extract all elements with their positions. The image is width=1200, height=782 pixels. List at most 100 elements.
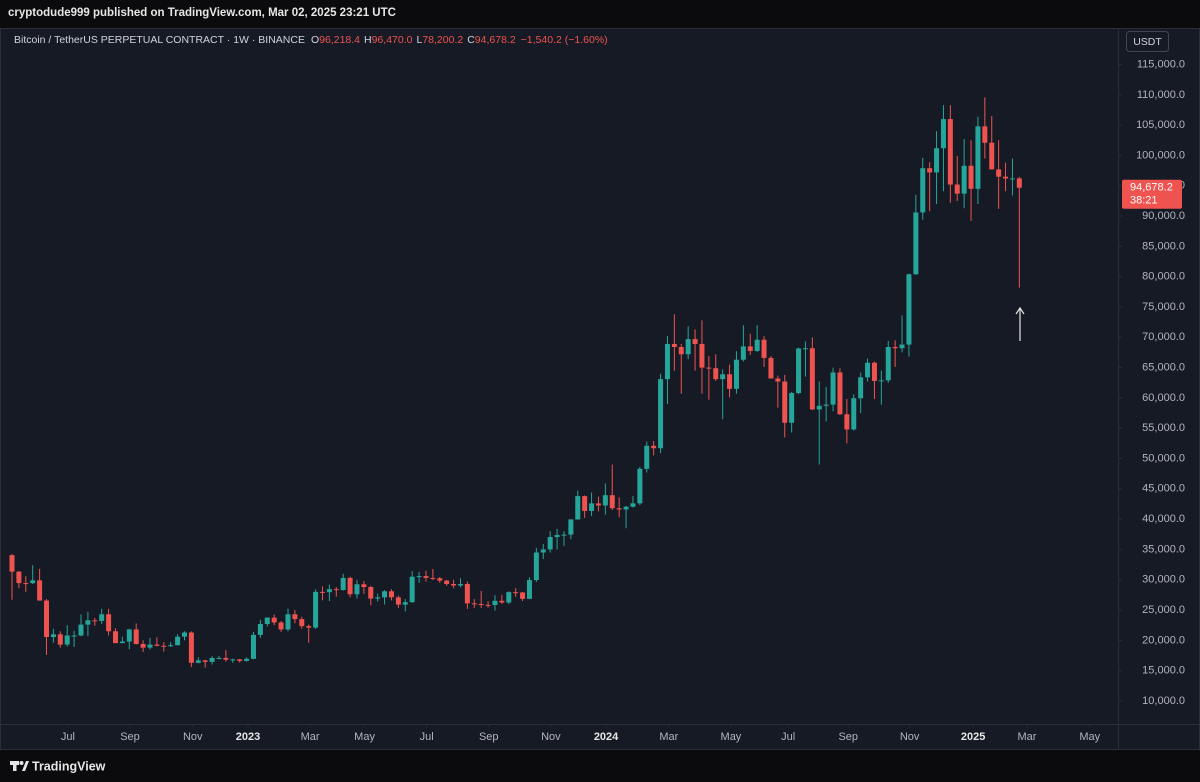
- currency-button[interactable]: [1126, 31, 1169, 52]
- candle-body: [713, 368, 719, 380]
- x-tick-label: Jul: [781, 731, 795, 743]
- candle-body: [740, 346, 746, 360]
- candle-body: [526, 580, 532, 599]
- candle-body: [954, 184, 960, 194]
- candle-body: [837, 372, 843, 415]
- candle-body: [885, 346, 891, 381]
- candle-body: [754, 339, 760, 351]
- candle-body: [340, 577, 346, 591]
- candle-body: [271, 617, 277, 623]
- logo-part: [19, 761, 24, 765]
- candle-body: [699, 343, 705, 368]
- candle-body: [119, 641, 125, 644]
- candle-body: [306, 626, 312, 628]
- y-tick-label: 75,000.0: [1142, 301, 1185, 313]
- candle-body: [589, 503, 595, 511]
- candle-body: [99, 614, 105, 621]
- candle-body: [575, 496, 581, 520]
- candle-body: [126, 629, 132, 642]
- candle-body: [506, 592, 512, 603]
- candle-body: [844, 414, 850, 430]
- candle-body: [823, 404, 829, 406]
- candle-body: [920, 168, 926, 213]
- candle-body: [616, 508, 622, 510]
- candle-body: [457, 583, 463, 586]
- ohlc-value: 96,470.0: [372, 34, 413, 46]
- candle-body: [499, 600, 505, 603]
- candle-body: [354, 584, 360, 595]
- candle-body: [899, 344, 905, 349]
- candle-body: [64, 635, 70, 645]
- y-tick-label: 70,000.0: [1142, 331, 1185, 343]
- candle-body: [595, 503, 601, 506]
- candle-body: [871, 362, 877, 381]
- candle-body: [106, 614, 112, 632]
- candle-body: [582, 496, 588, 511]
- candle-body: [161, 645, 167, 647]
- candle-body: [416, 576, 422, 578]
- x-tick-label: Sep: [120, 731, 140, 743]
- candle-body: [644, 445, 650, 469]
- candle-body: [982, 126, 988, 143]
- x-tick-label: May: [1079, 731, 1100, 743]
- candle-body: [168, 645, 174, 647]
- candle-body: [50, 634, 56, 638]
- x-tick-label: 2025: [961, 731, 985, 743]
- candle-body: [761, 339, 767, 358]
- y-tick-label: 90,000.0: [1142, 210, 1185, 222]
- x-tick-label: Mar: [659, 731, 678, 743]
- candle-body: [816, 405, 822, 410]
- ohlc-value: 78,200.2: [422, 34, 463, 46]
- y-tick-label: 55,000.0: [1142, 422, 1185, 434]
- candle-body: [278, 622, 284, 630]
- candle-body: [520, 592, 526, 599]
- x-tick-label: Jul: [61, 731, 75, 743]
- x-tick-label: 2024: [594, 731, 619, 743]
- candle-body: [57, 634, 63, 645]
- candle-body: [865, 362, 871, 378]
- candle-body: [257, 623, 263, 635]
- candle-body: [858, 377, 864, 399]
- candle-body: [16, 571, 22, 584]
- candle-body: [23, 583, 29, 585]
- y-tick-label: 105,000.0: [1136, 119, 1185, 131]
- candle-body: [513, 592, 519, 594]
- ohlc-value: 96,218.4: [319, 34, 360, 46]
- candle-body: [223, 657, 229, 660]
- candle-body: [796, 348, 802, 394]
- candle-body: [554, 534, 560, 538]
- y-tick-label: 110,000.0: [1137, 89, 1185, 101]
- candle-body: [437, 578, 443, 581]
- candle-body: [727, 374, 733, 389]
- candle-body: [692, 339, 698, 344]
- candle-body: [809, 348, 815, 410]
- candle-body: [892, 346, 898, 349]
- plot: [9, 97, 1022, 668]
- candle-body: [188, 632, 194, 663]
- candle-body: [319, 591, 325, 593]
- candle-body: [623, 506, 629, 510]
- symbol: Bitcoin / TetherUS PERPETUAL CONTRACT · …: [14, 34, 305, 46]
- candle-body: [285, 614, 291, 630]
- x-tick-label: Sep: [838, 731, 858, 743]
- candle-body: [685, 339, 691, 355]
- candle-body: [1009, 178, 1015, 180]
- candle-body: [789, 393, 795, 423]
- annotation-arrowhead: [1015, 306, 1025, 315]
- candle-body: [85, 620, 91, 625]
- ohlc-key: O: [311, 34, 319, 46]
- currency-label[interactable]: USDT: [1133, 36, 1162, 48]
- candle-body: [996, 169, 1002, 177]
- candle-body: [382, 591, 388, 598]
- x-tick-label: Nov: [183, 731, 203, 743]
- candle-body: [989, 142, 995, 170]
- candle-body: [209, 657, 215, 662]
- y-tick-label: 60,000.0: [1142, 392, 1185, 404]
- candle-body: [78, 624, 84, 636]
- candle-body: [430, 577, 436, 579]
- last-price-badge: [1122, 179, 1182, 209]
- candle-body: [1003, 176, 1009, 179]
- y-tick-label: 10,000.0: [1142, 695, 1185, 707]
- candle-body: [651, 445, 657, 449]
